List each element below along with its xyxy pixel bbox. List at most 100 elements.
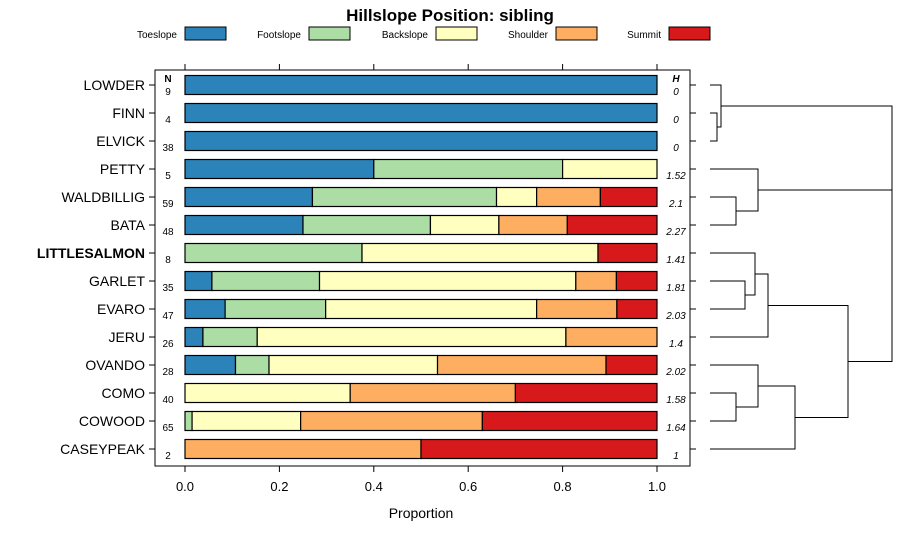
h-value: 2.1 xyxy=(668,199,683,210)
bar-row-ovando: OVANDO 28 2.02 xyxy=(85,354,696,378)
bar-row-waldbillig: WALDBILLIG 59 2.1 xyxy=(61,186,696,210)
n-count: 26 xyxy=(162,339,174,350)
h-value: 0 xyxy=(673,87,679,98)
bar-segment-backslope xyxy=(191,410,302,432)
legend-label-toeslope: Toeslope xyxy=(137,30,177,41)
bar-row-como: COMO 40 1.58 xyxy=(101,382,696,406)
dendrogram-branches xyxy=(710,84,893,450)
category-label: CASEYPEAK xyxy=(60,441,145,457)
h-value: 0 xyxy=(673,143,679,154)
bar-row-jeru: JERU 26 1.4 xyxy=(108,326,696,350)
n-count: 47 xyxy=(162,311,174,322)
n-header: N xyxy=(164,74,171,85)
bar-segment-summit xyxy=(514,382,658,404)
bar-segment-summit xyxy=(597,242,658,264)
n-count: 65 xyxy=(162,423,174,434)
bar-segment-shoulder xyxy=(575,270,618,292)
category-label: JERU xyxy=(108,329,145,345)
n-count: 4 xyxy=(165,115,171,126)
bar-row-finn: FINN 4 0 xyxy=(112,102,696,126)
x-tick-label: 0.8 xyxy=(554,479,572,494)
h-value: 1.58 xyxy=(666,395,686,406)
h-header: H xyxy=(672,74,680,85)
legend-label-footslope: Footslope xyxy=(257,30,301,41)
bar-segment-footslope xyxy=(211,270,321,292)
bar-segment-backslope xyxy=(318,270,577,292)
bar-segment-shoulder xyxy=(498,214,568,236)
bar-segment-backslope xyxy=(495,186,538,208)
category-label: EVARO xyxy=(97,301,145,317)
legend-swatch-footslope xyxy=(308,26,351,41)
bar-segment-shoulder xyxy=(300,410,483,432)
h-value: 1.64 xyxy=(666,423,686,434)
legend-swatch-shoulder xyxy=(555,26,598,41)
bar-row-evaro: EVARO 47 2.03 xyxy=(97,298,696,322)
category-label: COMO xyxy=(101,385,145,401)
bar-segment-backslope xyxy=(184,382,351,404)
x-tick-label: 0.2 xyxy=(270,479,288,494)
h-value: 1 xyxy=(673,451,679,462)
category-label: COWOOD xyxy=(79,413,145,429)
category-label: BATA xyxy=(111,217,146,233)
legend-label-backslope: Backslope xyxy=(382,30,429,41)
n-count: 28 xyxy=(162,367,174,378)
bar-row-littlesalmon: LITTLESALMON 8 1.41 xyxy=(37,242,696,266)
bar-row-petty: PETTY 5 1.52 xyxy=(100,158,696,182)
legend-label-summit: Summit xyxy=(627,30,661,41)
chart-title: Hillslope Position: sibling xyxy=(346,6,554,25)
legend-swatch-backslope xyxy=(435,26,478,41)
bar-segment-footslope xyxy=(311,186,498,208)
bar-segment-summit xyxy=(616,298,658,320)
bar-row-bata: BATA 48 2.27 xyxy=(111,214,696,238)
category-label: OVANDO xyxy=(85,357,145,373)
n-count: 35 xyxy=(162,283,174,294)
category-label: GARLET xyxy=(89,273,145,289)
n-count: 8 xyxy=(165,255,171,266)
bar-segment-toeslope xyxy=(184,214,304,236)
bar-segment-toeslope xyxy=(184,326,204,348)
h-value: 1.4 xyxy=(669,339,683,350)
h-value: 0 xyxy=(673,115,679,126)
bar-row-lowder: LOWDER 9 0 xyxy=(84,74,696,98)
bar-segment-backslope xyxy=(325,298,538,320)
bar-row-caseypeak: CASEYPEAK 2 1 xyxy=(60,438,696,462)
bar-segment-summit xyxy=(615,270,658,292)
bar-segment-footslope xyxy=(224,298,327,320)
x-tick-label: 0.6 xyxy=(459,479,477,494)
bar-row-elvick: ELVICK 38 0 xyxy=(96,130,696,154)
bar-segment-backslope xyxy=(268,354,439,376)
x-tick-label: 1.0 xyxy=(648,479,666,494)
bar-segment-summit xyxy=(420,438,658,460)
h-value: 2.27 xyxy=(665,227,686,238)
category-label: PETTY xyxy=(100,161,146,177)
bar-segment-summit xyxy=(599,186,658,208)
bar-segment-toeslope xyxy=(184,158,375,180)
bar-segment-backslope xyxy=(361,242,599,264)
n-count: 40 xyxy=(162,395,174,406)
h-value: 2.02 xyxy=(665,367,686,378)
category-label: ELVICK xyxy=(96,133,145,149)
category-label: WALDBILLIG xyxy=(61,189,145,205)
n-count: 2 xyxy=(165,451,171,462)
bar-segment-toeslope xyxy=(184,354,237,376)
legend-swatch-toeslope xyxy=(184,26,227,41)
legend: Toeslope Footslope Backslope Shoulder Summit xyxy=(137,26,711,41)
h-value: 1.41 xyxy=(666,255,685,266)
h-value: 1.52 xyxy=(666,171,686,182)
bar-segment-shoulder xyxy=(349,382,517,404)
category-label: LOWDER xyxy=(84,77,145,93)
x-tick-label: 0.0 xyxy=(176,479,194,494)
bar-segment-footslope xyxy=(373,158,564,180)
bar-segment-backslope xyxy=(429,214,500,236)
n-count: 48 xyxy=(162,227,174,238)
h-value: 1.81 xyxy=(666,283,685,294)
bar-segment-summit xyxy=(481,410,658,432)
n-count: 5 xyxy=(165,171,171,182)
x-tick-label: 0.4 xyxy=(365,479,383,494)
h-value: 2.03 xyxy=(665,311,686,322)
n-count: 9 xyxy=(165,87,171,98)
bar-segment-backslope xyxy=(561,158,658,180)
n-count: 38 xyxy=(162,143,174,154)
legend-label-shoulder: Shoulder xyxy=(508,30,549,41)
